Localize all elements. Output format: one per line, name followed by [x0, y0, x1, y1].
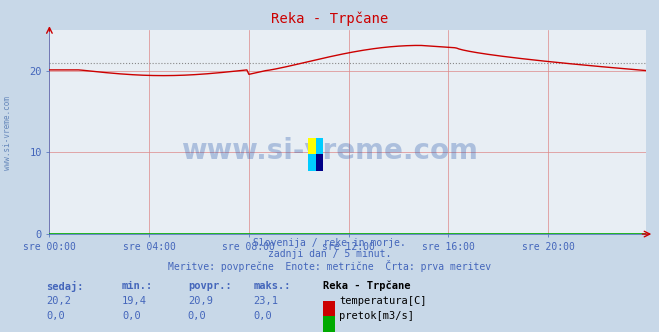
Text: Slovenija / reke in morje.: Slovenija / reke in morje.	[253, 238, 406, 248]
Text: 20,9: 20,9	[188, 296, 213, 306]
Text: pretok[m3/s]: pretok[m3/s]	[339, 311, 415, 321]
Text: 19,4: 19,4	[122, 296, 147, 306]
Text: maks.:: maks.:	[254, 281, 291, 290]
Text: 0,0: 0,0	[46, 311, 65, 321]
Text: 0,0: 0,0	[254, 311, 272, 321]
Text: temperatura[C]: temperatura[C]	[339, 296, 427, 306]
Text: Reka - Trpčane: Reka - Trpčane	[323, 281, 411, 291]
Text: povpr.:: povpr.:	[188, 281, 231, 290]
Text: 20,2: 20,2	[46, 296, 71, 306]
Text: 0,0: 0,0	[122, 311, 140, 321]
Text: www.si-vreme.com: www.si-vreme.com	[181, 137, 478, 165]
Text: Meritve: povprečne  Enote: metrične  Črta: prva meritev: Meritve: povprečne Enote: metrične Črta:…	[168, 260, 491, 272]
Text: sedaj:: sedaj:	[46, 281, 84, 291]
Text: zadnji dan / 5 minut.: zadnji dan / 5 minut.	[268, 249, 391, 259]
Text: 23,1: 23,1	[254, 296, 279, 306]
Text: Reka - Trpčane: Reka - Trpčane	[271, 12, 388, 26]
Text: min.:: min.:	[122, 281, 153, 290]
Text: www.si-vreme.com: www.si-vreme.com	[3, 96, 13, 170]
Text: 0,0: 0,0	[188, 311, 206, 321]
